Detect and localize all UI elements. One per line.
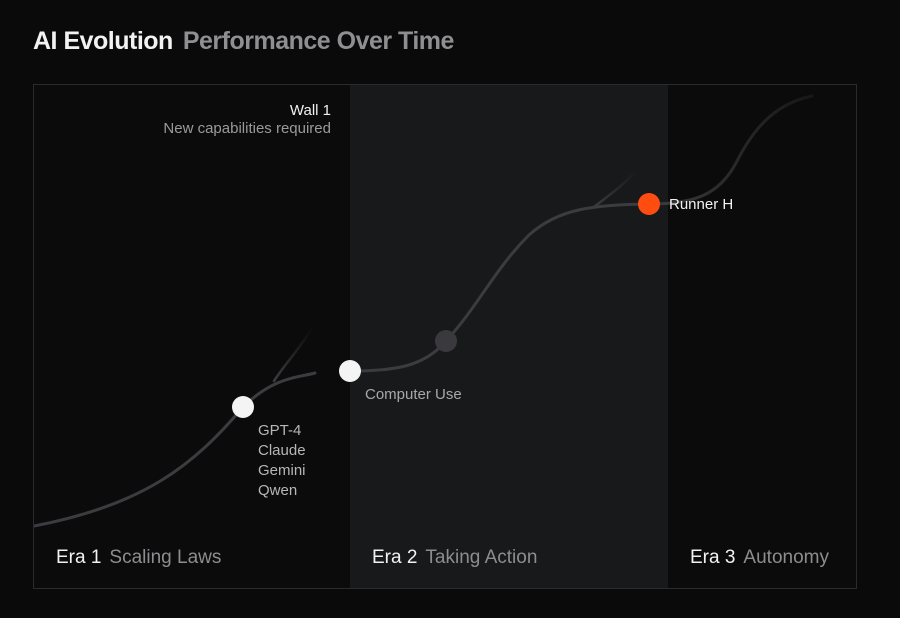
era-3-curve <box>647 94 814 206</box>
computer-use-milestone-dot <box>339 360 361 382</box>
wall-subtitle: New capabilities required <box>163 120 331 137</box>
era-2-number: Era 2 <box>372 547 418 568</box>
era-1-name: Scaling Laws <box>109 547 222 568</box>
era-2-curve <box>348 202 651 373</box>
gpt4-milestone-dot <box>232 396 254 418</box>
model-label-gpt4: GPT-4 <box>258 422 302 439</box>
era-1-number: Era 1 <box>56 547 102 568</box>
era-2-band <box>350 85 668 588</box>
runner-h-label: Runner H <box>669 196 734 213</box>
model-label-qwen: Qwen <box>258 482 298 499</box>
era-1-curve <box>34 371 317 528</box>
diagram-panel: Wall 1 New capabilities required GPT-4 C… <box>33 84 857 589</box>
era-3-band <box>668 85 856 588</box>
era-2-name: Taking Action <box>425 547 538 568</box>
runner-h-milestone-dot <box>638 193 660 215</box>
era-3-name: Autonomy <box>743 547 829 568</box>
era-2-plateau-branch <box>592 169 638 209</box>
era-1-band <box>34 85 350 588</box>
era-3-label: Era 3 Autonomy <box>690 547 829 569</box>
era-1-plateau-branch <box>272 326 314 383</box>
model-label-gemini: Gemini <box>258 462 306 479</box>
page-subtitle: Performance Over Time <box>182 27 455 55</box>
wall-title: Wall 1 <box>289 102 331 119</box>
era-3-number: Era 3 <box>690 547 736 568</box>
computer-use-label: Computer Use <box>365 386 462 403</box>
evolution-diagram <box>34 94 814 528</box>
era-1-label: Era 1 Scaling Laws <box>56 547 221 569</box>
page-heading: AI Evolution Performance Over Time <box>33 27 454 56</box>
model-label-claude: Claude <box>258 442 306 459</box>
era-2-label: Era 2 Taking Action <box>372 547 537 569</box>
page-title: AI Evolution <box>33 27 173 55</box>
intermediate-milestone-dot <box>435 330 457 352</box>
